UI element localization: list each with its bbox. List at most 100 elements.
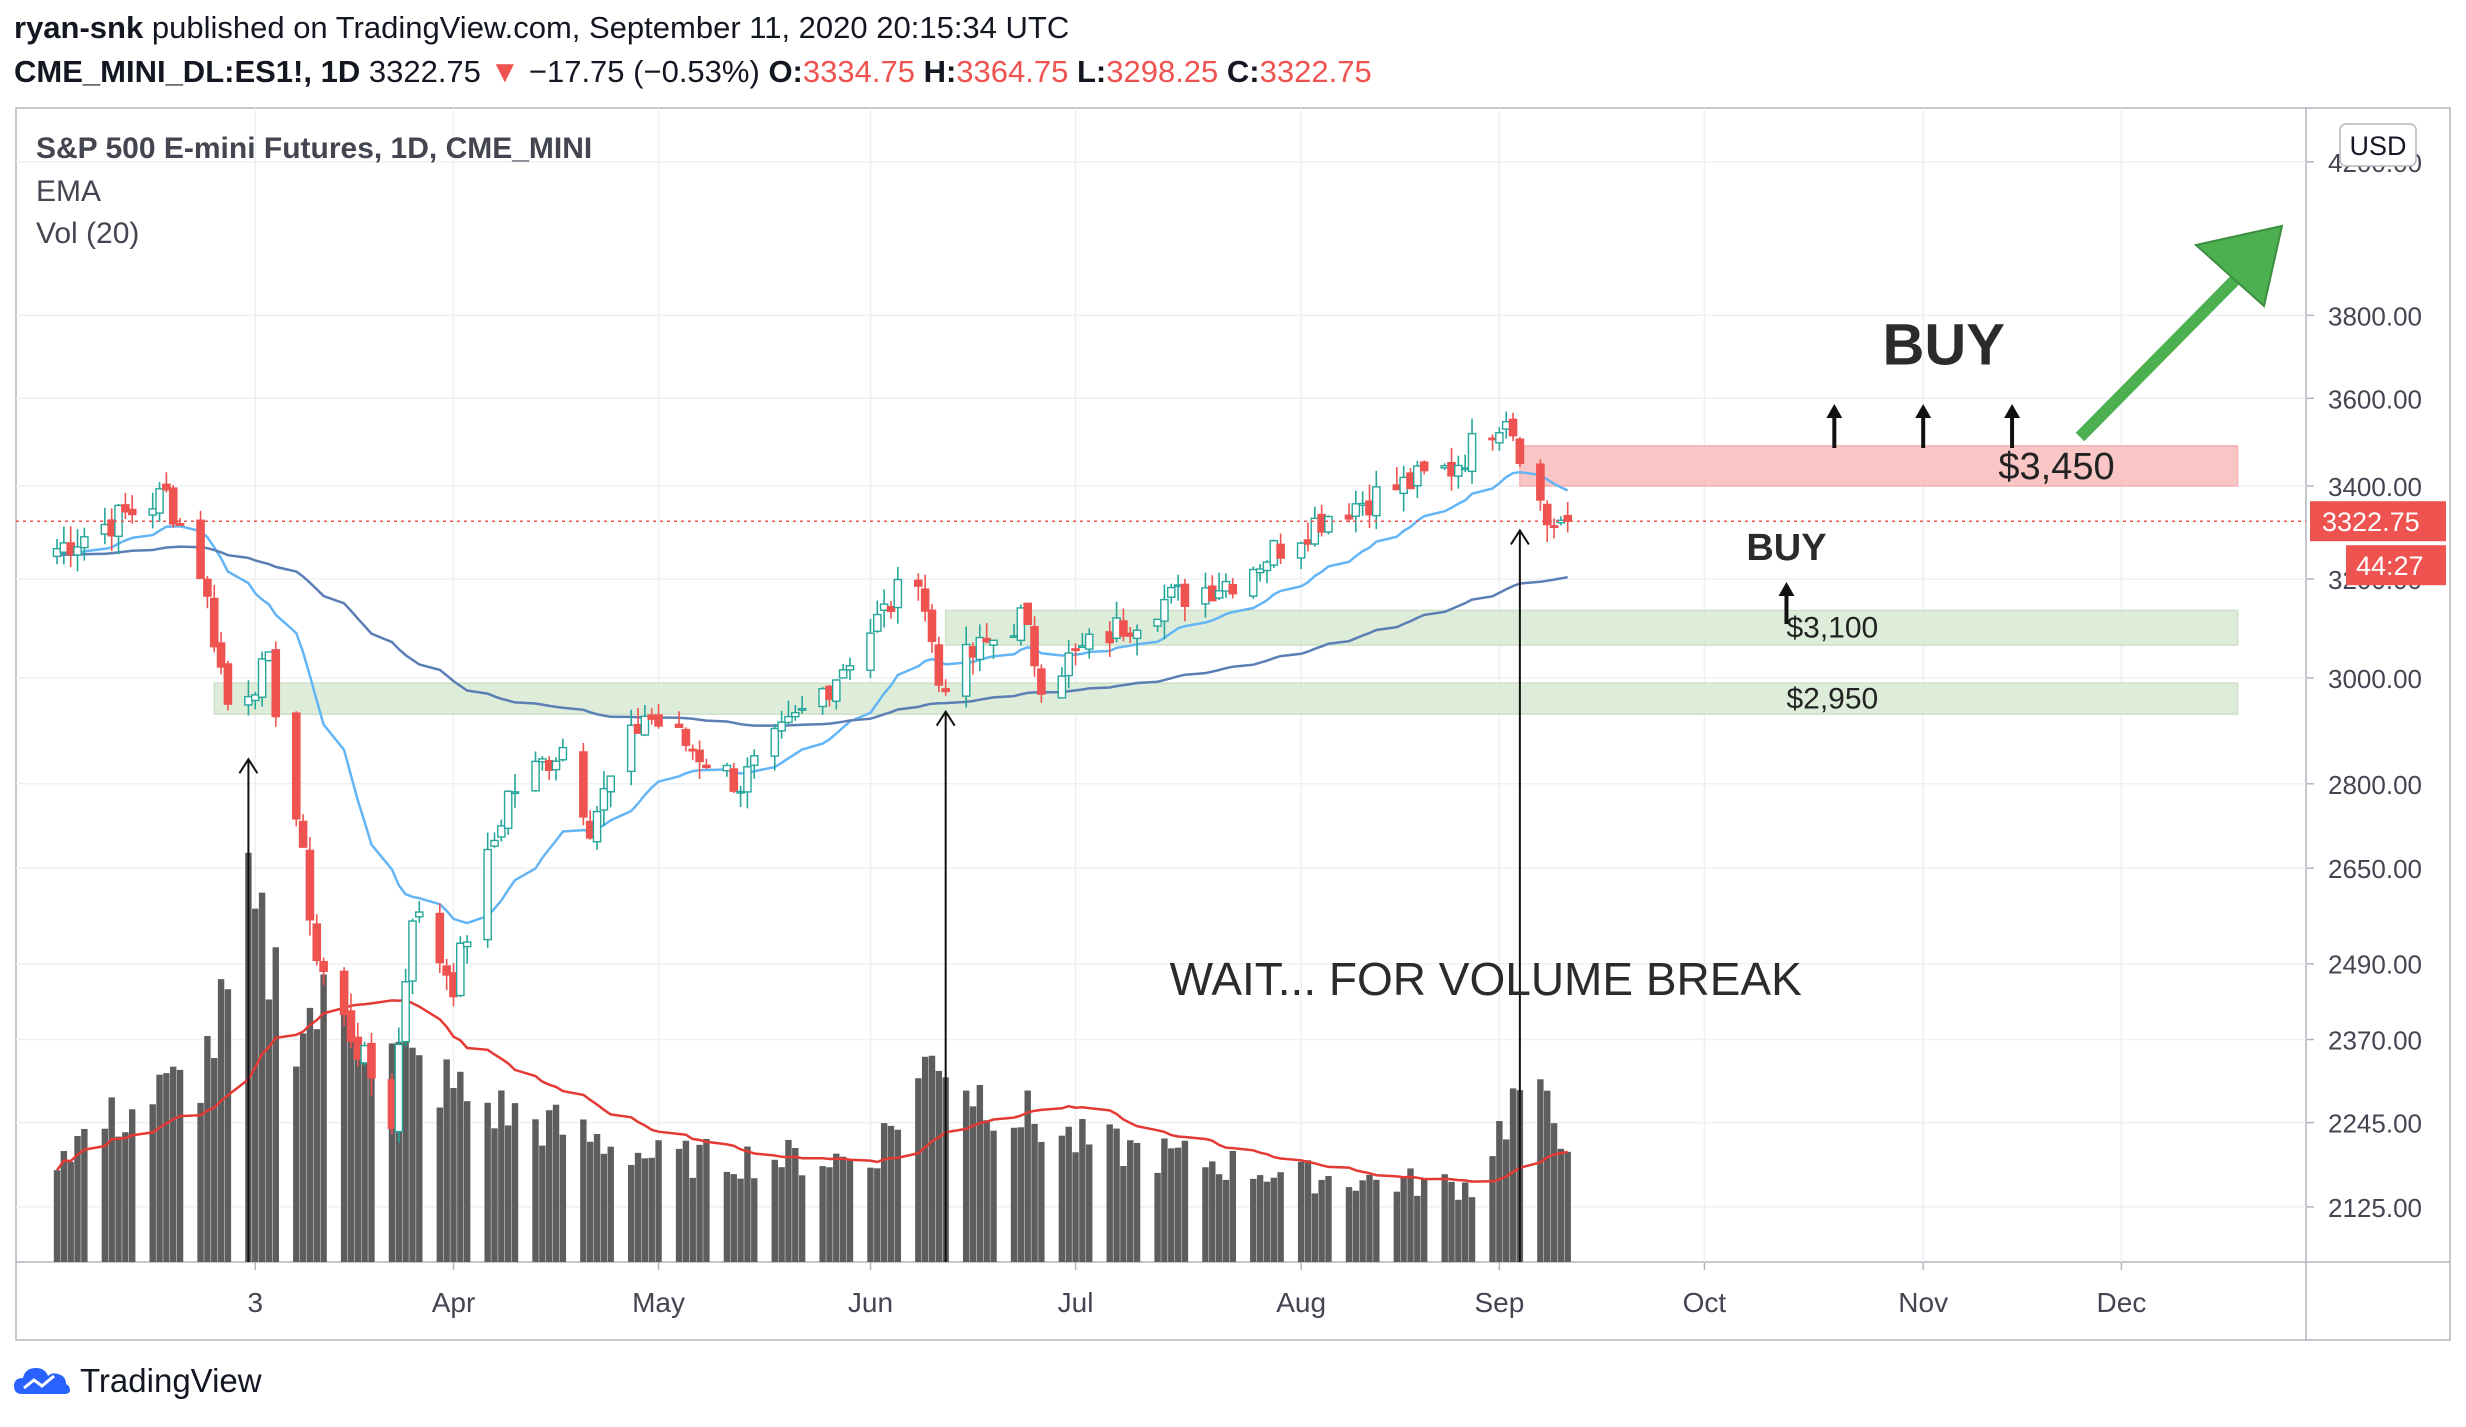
- candle-body: [927, 609, 937, 643]
- volume-bar: [634, 1152, 642, 1262]
- volume-bar: [545, 1110, 553, 1262]
- candle-body: [435, 912, 445, 964]
- volume-bar: [463, 1101, 471, 1262]
- volume-bar: [443, 1059, 450, 1262]
- volume-bar: [1489, 1156, 1496, 1262]
- volume-legend[interactable]: Vol (20): [36, 217, 140, 250]
- volume-bar: [1133, 1142, 1141, 1262]
- candle-body: [203, 578, 212, 597]
- volume-bar: [915, 1078, 922, 1262]
- x-tick-label: Aug: [1276, 1287, 1326, 1318]
- candle-body: [1358, 502, 1367, 506]
- y-tick-label: 2490.00: [2328, 950, 2422, 980]
- volume-bar: [1154, 1172, 1161, 1262]
- volume-bar: [1017, 1127, 1025, 1262]
- volume-bar: [723, 1171, 731, 1262]
- volume-bar: [935, 1070, 943, 1262]
- volume-bar: [204, 1035, 211, 1262]
- volume-bars: [53, 852, 1571, 1262]
- cloud-icon: [14, 1368, 70, 1394]
- zone-support: [213, 682, 2239, 715]
- candle-body: [1549, 525, 1559, 529]
- candle-body: [408, 920, 417, 982]
- volume-bar: [1544, 1090, 1551, 1262]
- volume-bar: [737, 1178, 744, 1262]
- countdown-tag-label: 44:27: [2356, 551, 2424, 581]
- y-tick-label: 2800.00: [2328, 770, 2422, 800]
- volume-bar: [81, 1128, 88, 1262]
- ema-legend[interactable]: EMA: [36, 175, 102, 208]
- candle-body: [1160, 598, 1169, 622]
- candle-body: [490, 839, 499, 847]
- candle-body: [743, 766, 752, 793]
- publish-text: published on TradingView.com, September …: [151, 10, 1070, 45]
- y-tick-label: 3400.00: [2328, 472, 2422, 502]
- volume-bar: [969, 1106, 977, 1262]
- volume-bar: [1441, 1174, 1448, 1262]
- candle-body: [223, 663, 233, 705]
- candle-body: [975, 636, 985, 661]
- volume-bar: [1038, 1141, 1045, 1262]
- volume-bar: [744, 1146, 751, 1262]
- symbol-name[interactable]: CME_MINI_DL:ES1!, 1D: [14, 54, 361, 89]
- candle-body: [216, 642, 226, 668]
- author-name[interactable]: ryan-snk: [14, 10, 144, 45]
- candle-body: [52, 547, 62, 558]
- up-arrow-head: [1826, 404, 1843, 418]
- volume-bar: [354, 1051, 361, 1262]
- low-label: L:: [1076, 54, 1107, 89]
- candle-body: [831, 679, 841, 702]
- volume-bar: [771, 1159, 778, 1262]
- volume-bar: [1496, 1121, 1503, 1262]
- candle-body: [736, 790, 745, 794]
- candle-body: [127, 508, 137, 516]
- candle-body: [1515, 438, 1525, 465]
- candle-body: [920, 588, 930, 612]
- candle-body: [914, 579, 923, 587]
- volume-bar: [1174, 1147, 1182, 1262]
- volume-bar: [504, 1125, 512, 1262]
- candle-body: [893, 578, 903, 609]
- tradingview-logo[interactable]: TradingView: [14, 1362, 262, 1400]
- volume-bar: [921, 1056, 929, 1262]
- series-title[interactable]: S&P 500 E-mini Futures, 1D, CME_MINI: [36, 132, 593, 165]
- volume-bar: [320, 974, 327, 1262]
- candle-body: [196, 519, 205, 580]
- candle-body: [1255, 568, 1265, 574]
- candle-body: [367, 1042, 376, 1079]
- volume-bar: [751, 1178, 758, 1262]
- candle-body: [633, 723, 643, 734]
- candle-body: [1508, 418, 1518, 437]
- chart-annotation: BUY: [1882, 313, 2004, 378]
- volume-ma-line: [55, 998, 1568, 1183]
- y-tick-label: 3800.00: [2328, 301, 2422, 331]
- candle-body: [1454, 464, 1463, 477]
- x-tick-label: 3: [247, 1287, 263, 1318]
- volume-bar: [265, 999, 273, 1262]
- candle-body: [797, 707, 807, 711]
- volume-bar: [839, 1156, 847, 1262]
- volume-bar: [1010, 1127, 1018, 1262]
- candle-body: [244, 695, 253, 706]
- y-tick-label: 3000.00: [2328, 664, 2422, 694]
- candle-body: [1119, 620, 1128, 637]
- volume-bar: [1352, 1190, 1360, 1262]
- candle-body: [1125, 632, 1135, 637]
- candle-body: [989, 639, 998, 646]
- candle-body: [606, 775, 616, 793]
- volume-bar: [1215, 1174, 1223, 1262]
- volume-bar: [532, 1119, 539, 1262]
- candle-body: [449, 972, 458, 998]
- high-value: 3364.75: [956, 54, 1069, 89]
- candle-body: [510, 791, 520, 795]
- green-arrow-head: [2193, 224, 2284, 308]
- candle-body: [585, 820, 595, 839]
- low-value: 3298.25: [1106, 54, 1219, 89]
- candle-body: [770, 727, 780, 757]
- y-tick-label: 2650.00: [2328, 854, 2422, 884]
- candle-body: [1467, 432, 1477, 473]
- candle-body: [1419, 461, 1429, 472]
- candle-body: [66, 542, 75, 556]
- volume-bar: [1277, 1172, 1284, 1262]
